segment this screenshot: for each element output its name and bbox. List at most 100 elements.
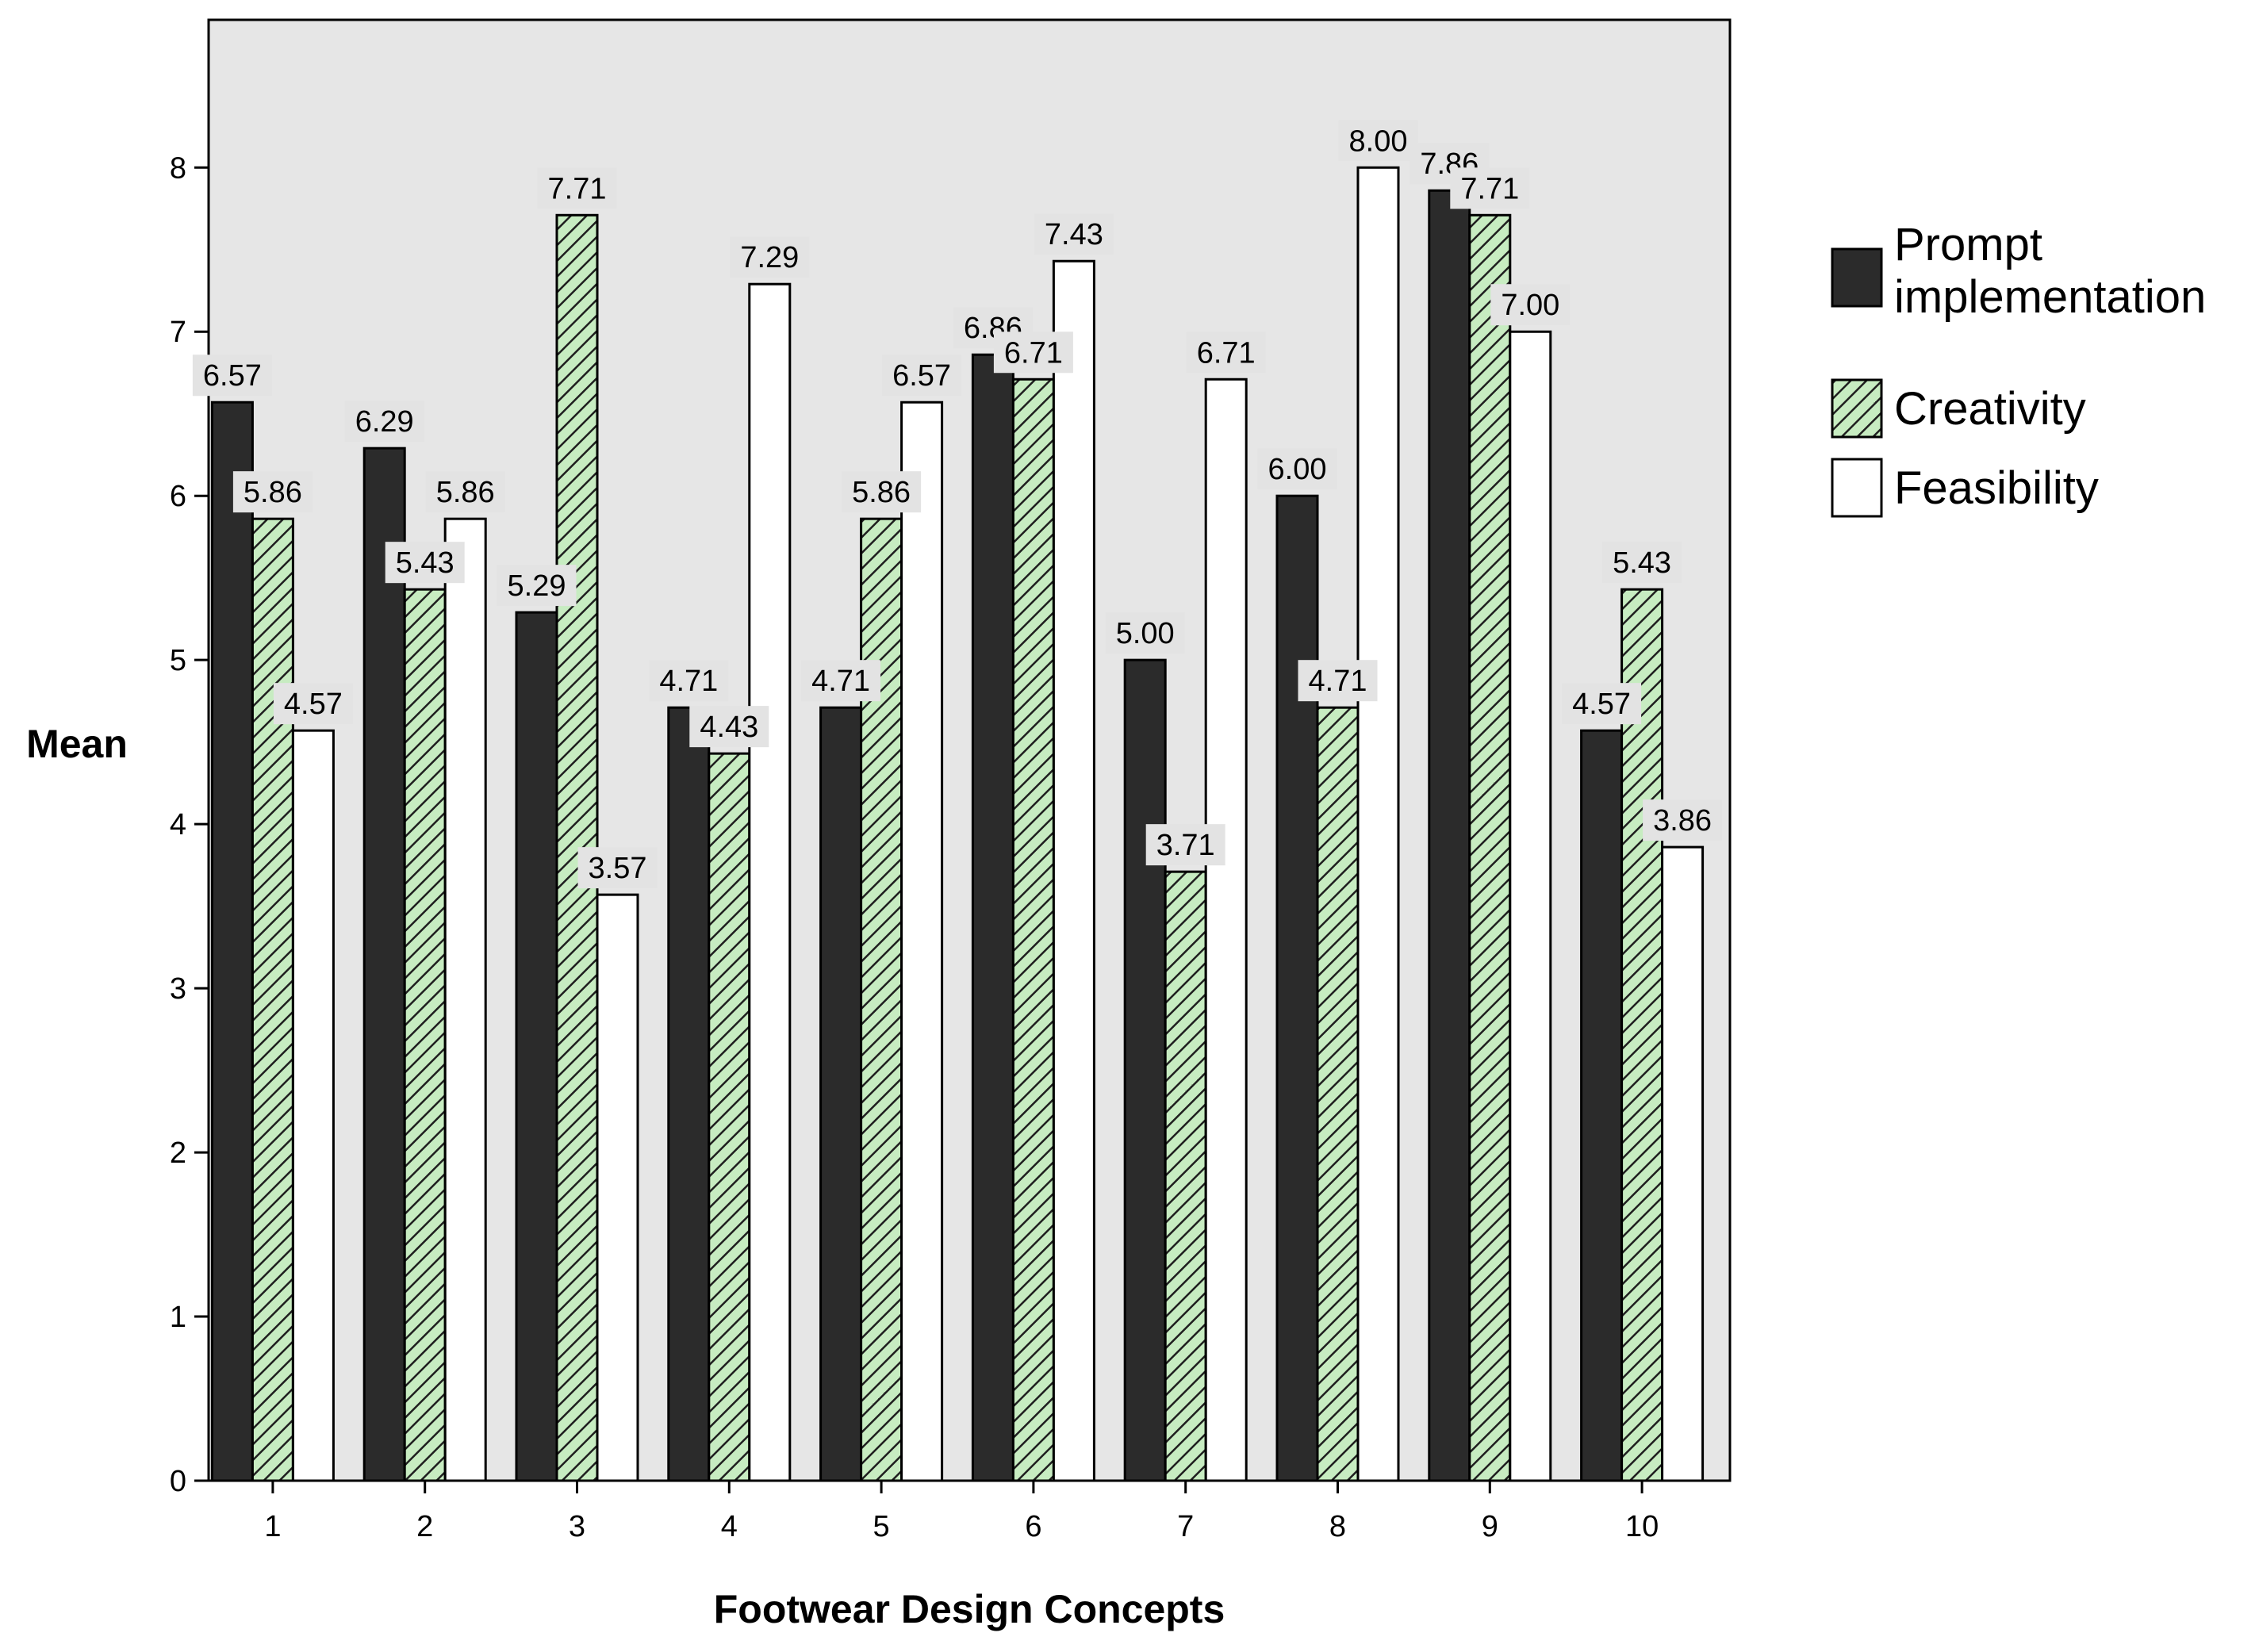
x-tick-label: 10 [1625,1510,1659,1543]
data-label-box [1105,612,1185,654]
legend-label: Creativity [1894,383,2086,435]
data-label: 4.71 [1309,665,1367,698]
data-label: 6.71 [1197,336,1256,370]
bar-feasibility [748,282,792,1482]
bar-feasibility [291,729,335,1482]
data-label: 4.71 [659,665,718,698]
bar-prompt-implementation [515,611,558,1482]
data-label-box [1186,332,1266,374]
data-label-box [273,683,353,725]
y-tick-label: 1 [170,1301,186,1334]
data-label: 5.00 [1116,617,1175,650]
data-label: 7.29 [740,241,799,274]
bar-creativity [1620,588,1664,1482]
bar-creativity [251,517,294,1482]
legend-swatch-creativity [1831,378,1883,439]
bar-prompt-implementation [667,706,711,1482]
x-tick-label: 1 [264,1510,281,1543]
x-tick-label: 4 [721,1510,738,1543]
data-label-box [1562,683,1642,725]
data-label-box [1034,213,1114,255]
y-tick-label: 4 [170,808,186,841]
data-label-box [730,236,810,278]
y-tick-label: 0 [170,1465,186,1498]
data-label-box [1490,284,1571,326]
data-label-box [1602,542,1682,584]
bar-feasibility [1052,259,1095,1482]
x-tick-label: 5 [873,1510,890,1543]
bar-prompt-implementation [210,401,254,1482]
data-label-box [577,847,658,889]
data-label: 7.71 [548,172,607,205]
bar-feasibility [1204,378,1248,1482]
bar-prompt-implementation [971,353,1014,1482]
legend-swatch-prompt-implementation [1831,247,1883,308]
data-label: 6.00 [1268,453,1327,486]
bar-prompt-implementation [1123,658,1167,1482]
x-tick-label: 7 [1177,1510,1194,1543]
data-labels: 6.57 5.86 4.57 6.29 5.43 5.86 5.29 7.71 3.57 4.71… [192,120,1723,889]
data-label: 8.00 [1349,125,1408,158]
data-label-box [537,167,617,209]
data-label-box [192,355,272,397]
data-label-box [882,355,962,397]
data-label: 4.57 [284,688,343,721]
y-tick-label: 7 [170,316,186,349]
data-label-box [385,542,465,584]
legend-swatch-feasibility [1831,458,1883,518]
data-label-box [425,471,505,513]
y-axis: 0 1 2 3 4 5 6 7 8 [170,151,209,1498]
bar-creativity [1164,870,1207,1482]
data-label-box [993,332,1073,374]
y-axis-title: Mean [26,722,128,766]
y-tick-label: 3 [170,972,186,1006]
data-label-box [1145,824,1225,866]
data-label: 7.43 [1045,218,1103,251]
data-label: 6.57 [203,359,262,393]
bar-prompt-implementation [819,706,863,1482]
data-label: 7.71 [1460,172,1519,205]
bar-prompt-implementation [362,447,406,1482]
y-tick-label: 6 [170,480,186,513]
data-label: 5.29 [508,569,566,603]
bar-feasibility [596,893,639,1482]
data-label-box [232,471,313,513]
bar-feasibility [1661,845,1705,1482]
data-label-box [1257,448,1337,490]
bar-creativity [1468,213,1512,1482]
data-label: 5.86 [244,476,302,509]
x-tick-label: 3 [569,1510,585,1543]
data-label-box [1338,120,1418,162]
data-label: 3.86 [1653,804,1712,837]
bar-creativity [708,752,751,1482]
legend-label: Feasibility [1894,462,2099,514]
y-tick-label: 2 [170,1136,186,1170]
bar-prompt-implementation [1428,189,1471,1482]
data-label: 3.71 [1156,829,1215,862]
data-label: 5.43 [396,546,454,580]
legend-label: Prompt [1894,219,2042,270]
data-label: 4.43 [700,711,758,744]
bar-feasibility [1509,330,1552,1482]
data-label: 7.00 [1501,289,1559,322]
data-label-box [1450,167,1530,209]
y-tick-label: 5 [170,644,186,677]
y-tick-label: 8 [170,151,186,185]
data-label-box [1298,660,1378,702]
bar-feasibility [900,401,944,1482]
data-label-box [1643,799,1723,841]
data-label-box [497,565,577,607]
bar-prompt-implementation [1580,729,1624,1482]
data-label-box [649,660,729,702]
data-label-box [842,471,922,513]
bar-creativity [1316,706,1360,1482]
bar-feasibility [1356,166,1400,1482]
data-label: 3.57 [589,852,647,885]
data-label-box [344,401,424,443]
data-label: 4.57 [1572,688,1631,721]
data-label: 6.71 [1004,336,1063,370]
bar-creativity [403,588,447,1482]
x-tick-label: 9 [1482,1510,1498,1543]
